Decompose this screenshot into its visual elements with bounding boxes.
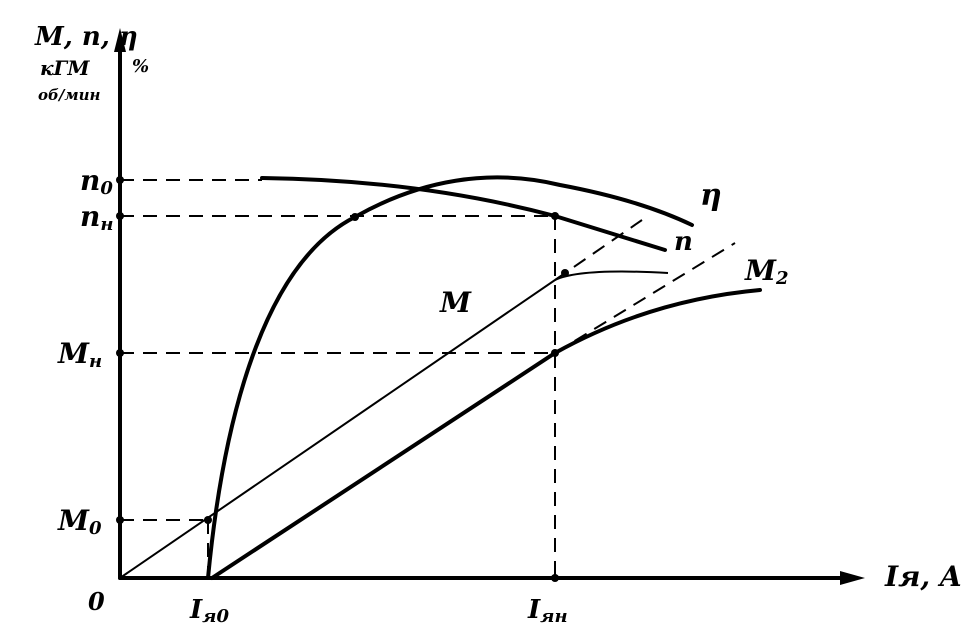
- y-tick: Mн: [57, 337, 102, 372]
- curve-label: n: [674, 227, 693, 257]
- x-tick: Iян: [527, 595, 568, 627]
- curve-label: M2: [744, 254, 789, 289]
- label-part: 2: [775, 268, 789, 289]
- x-axis-label: Iя, A: [884, 560, 962, 593]
- point: [116, 349, 124, 357]
- curves: [119, 175, 762, 580]
- x-arrow: [840, 571, 865, 585]
- y-units: кГМ: [40, 56, 90, 80]
- label-part: н: [100, 214, 113, 235]
- axes: [114, 28, 865, 585]
- m2-curve: [210, 288, 762, 580]
- label-part: n: [80, 164, 100, 197]
- y-tick: nн: [80, 200, 113, 235]
- curve-label: M: [439, 286, 472, 319]
- label-part: n: [80, 200, 100, 233]
- label-part: я0: [202, 606, 229, 627]
- y-tick: M0: [57, 504, 102, 539]
- labels: M, n, η кГМ об/мин % Iя, A 0 Iя0 Iян n0 …: [34, 22, 962, 627]
- point: [116, 516, 124, 524]
- point: [116, 212, 124, 220]
- label-part: M: [57, 337, 90, 370]
- y-tick: n0: [80, 164, 113, 199]
- guide: [554, 219, 643, 281]
- label-part: M: [57, 504, 90, 537]
- label-part: н: [89, 351, 102, 372]
- point: [116, 176, 124, 184]
- eta-unit: %: [132, 56, 149, 77]
- label-part: M: [744, 254, 777, 287]
- y-axis-label: M, n, η: [34, 22, 138, 52]
- n-curve: [260, 176, 667, 252]
- label-part: ян: [540, 606, 567, 627]
- point: [551, 574, 559, 582]
- point: [561, 269, 569, 277]
- label-part: 0: [89, 518, 102, 539]
- label-part: I: [189, 595, 203, 625]
- origin-label: 0: [88, 587, 105, 616]
- point: [551, 212, 559, 220]
- point: [351, 213, 359, 221]
- guide: [554, 242, 736, 354]
- point: [204, 516, 212, 524]
- curve-label: η: [700, 178, 722, 213]
- label-part: 0: [100, 178, 113, 199]
- guides: [120, 179, 736, 578]
- m-curve: [119, 270, 669, 579]
- eta-curve: [206, 175, 694, 580]
- y-units: об/мин: [38, 86, 100, 104]
- point: [551, 349, 559, 357]
- label-part: I: [527, 595, 541, 625]
- x-tick: Iя0: [189, 595, 229, 627]
- points: [116, 176, 569, 582]
- y-arrow: [114, 28, 126, 52]
